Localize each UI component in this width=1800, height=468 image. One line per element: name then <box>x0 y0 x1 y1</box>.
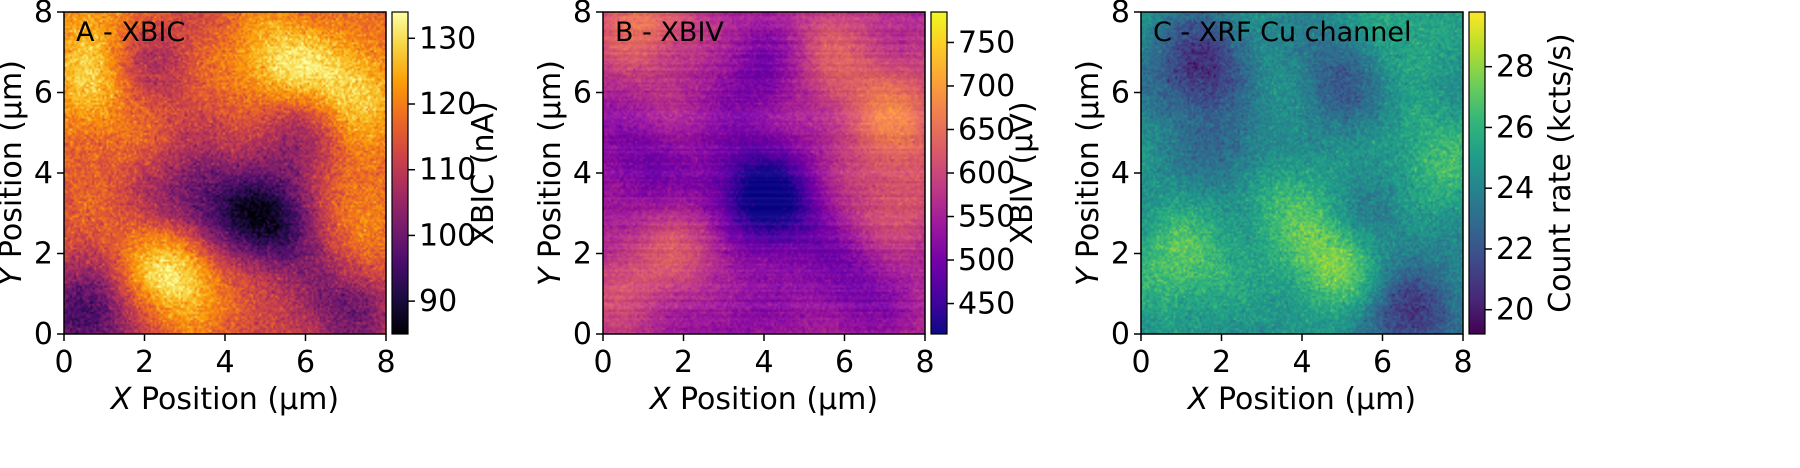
y-tick-label: 8 <box>573 0 592 30</box>
colorbar-tick-label: 28 <box>1496 50 1534 85</box>
x-tick-label: 0 <box>1131 345 1150 380</box>
colorbar-label: XBIC (nA) <box>466 101 501 244</box>
colorbar-tick-label: 90 <box>419 284 457 319</box>
panel-1: 0 2 4 6 8 0 2 4 6 8 X Position (µm) Y Position (µm)… <box>0 0 501 417</box>
colorbar-label: XBIV (µV) <box>1005 101 1040 244</box>
y-tick-label: 4 <box>34 156 53 191</box>
colorbar <box>392 12 408 334</box>
colorbar-tick-label: 100 <box>419 218 476 253</box>
colorbar-frame <box>391 11 409 335</box>
x-tick-label: 6 <box>1373 345 1392 380</box>
x-axis-label: X Position (µm) <box>109 382 339 417</box>
colorbar-tick-label: 20 <box>1496 293 1534 328</box>
x-tick-label: 8 <box>376 345 395 380</box>
colorbar-tick-label: 26 <box>1496 110 1534 145</box>
x-tick-label: 4 <box>1292 345 1311 380</box>
colorbar-label: Count rate (kcts/s) <box>1543 33 1578 313</box>
colorbar-tick-label: 24 <box>1496 171 1534 206</box>
heatmap-3 <box>1141 12 1463 334</box>
x-tick-label: 6 <box>835 345 854 380</box>
y-tick-label: 6 <box>1111 76 1130 111</box>
colorbar-tick-label: 500 <box>958 243 1015 278</box>
colorbar <box>1469 12 1485 334</box>
y-tick-label: 4 <box>573 156 592 191</box>
y-tick-label: 2 <box>573 237 592 272</box>
panel-2: 0 2 4 6 8 0 2 4 6 8 X Position (µm) Y Position (µm)… <box>533 0 1040 417</box>
y-tick-label: 8 <box>1111 0 1130 30</box>
y-tick-label: 6 <box>34 76 53 111</box>
colorbar-tick-label: 700 <box>958 69 1015 104</box>
y-tick-label: 4 <box>1111 156 1130 191</box>
colorbar-tick-label: 600 <box>958 156 1015 191</box>
y-axis-label: Y Position (µm) <box>1071 60 1106 286</box>
y-tick-label: 0 <box>1111 317 1130 352</box>
colorbar-tick-label: 550 <box>958 200 1015 235</box>
panel-title: C - XRF Cu channel <box>1153 17 1412 48</box>
y-tick-label: 6 <box>573 76 592 111</box>
x-tick-label: 2 <box>674 345 693 380</box>
y-tick-label: 2 <box>1111 237 1130 272</box>
y-tick-label: 0 <box>573 317 592 352</box>
x-tick-label: 8 <box>915 345 934 380</box>
panel-title: A - XBIC <box>76 17 185 48</box>
x-tick-label: 2 <box>1212 345 1231 380</box>
heatmap-1 <box>64 12 386 334</box>
x-axis-label: X Position (µm) <box>1186 382 1416 417</box>
x-tick-label: 4 <box>215 345 234 380</box>
colorbar-tick-label: 130 <box>419 21 476 56</box>
colorbar-tick-label: 110 <box>419 153 476 188</box>
panel-title: B - XBIV <box>615 17 724 48</box>
x-axis-label: X Position (µm) <box>648 382 878 417</box>
colorbar-frame <box>1468 11 1486 335</box>
y-axis-label: Y Position (µm) <box>533 60 568 286</box>
x-tick-label: 0 <box>593 345 612 380</box>
x-tick-label: 0 <box>54 345 73 380</box>
x-tick-label: 8 <box>1453 345 1472 380</box>
colorbar <box>931 12 947 334</box>
colorbar-tick-label: 650 <box>958 112 1015 147</box>
x-tick-label: 6 <box>296 345 315 380</box>
colorbar-tick-label: 120 <box>419 87 476 122</box>
colorbar-tick-label: 22 <box>1496 232 1534 267</box>
y-tick-label: 0 <box>34 317 53 352</box>
y-tick-label: 8 <box>34 0 53 30</box>
x-tick-label: 2 <box>135 345 154 380</box>
colorbar-tick-label: 450 <box>958 287 1015 322</box>
x-tick-label: 4 <box>754 345 773 380</box>
y-axis-label: Y Position (µm) <box>0 60 29 286</box>
heatmap-2 <box>603 12 925 334</box>
y-tick-label: 2 <box>34 237 53 272</box>
colorbar-tick-label: 750 <box>958 25 1015 60</box>
